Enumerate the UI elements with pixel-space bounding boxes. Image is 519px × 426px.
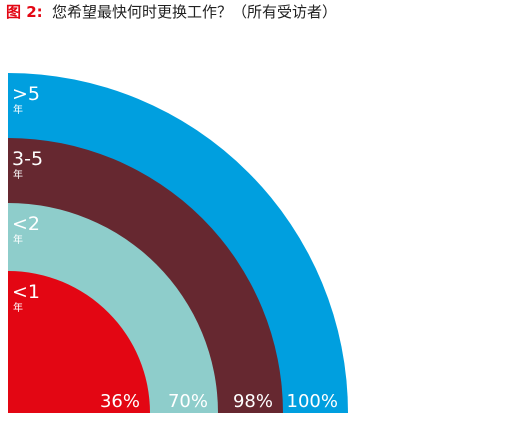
category-unit: 年 bbox=[13, 103, 23, 116]
category-label: 3-5 bbox=[12, 148, 43, 170]
value-label: 98% bbox=[233, 391, 273, 412]
value-label: 36% bbox=[100, 391, 140, 412]
figure-label: 图 2: bbox=[6, 3, 43, 21]
value-label: 100% bbox=[287, 391, 338, 412]
chart-title: 您希望最快何时更换工作？（所有受访者） bbox=[52, 3, 337, 21]
category-unit: 年 bbox=[13, 233, 23, 246]
category-unit: 年 bbox=[13, 301, 23, 314]
category-label: <2 bbox=[12, 213, 40, 235]
value-label: 70% bbox=[168, 391, 208, 412]
category-label: >5 bbox=[12, 83, 40, 105]
category-label: <1 bbox=[12, 281, 40, 303]
ring-sector bbox=[8, 271, 150, 413]
category-unit: 年 bbox=[13, 168, 23, 181]
